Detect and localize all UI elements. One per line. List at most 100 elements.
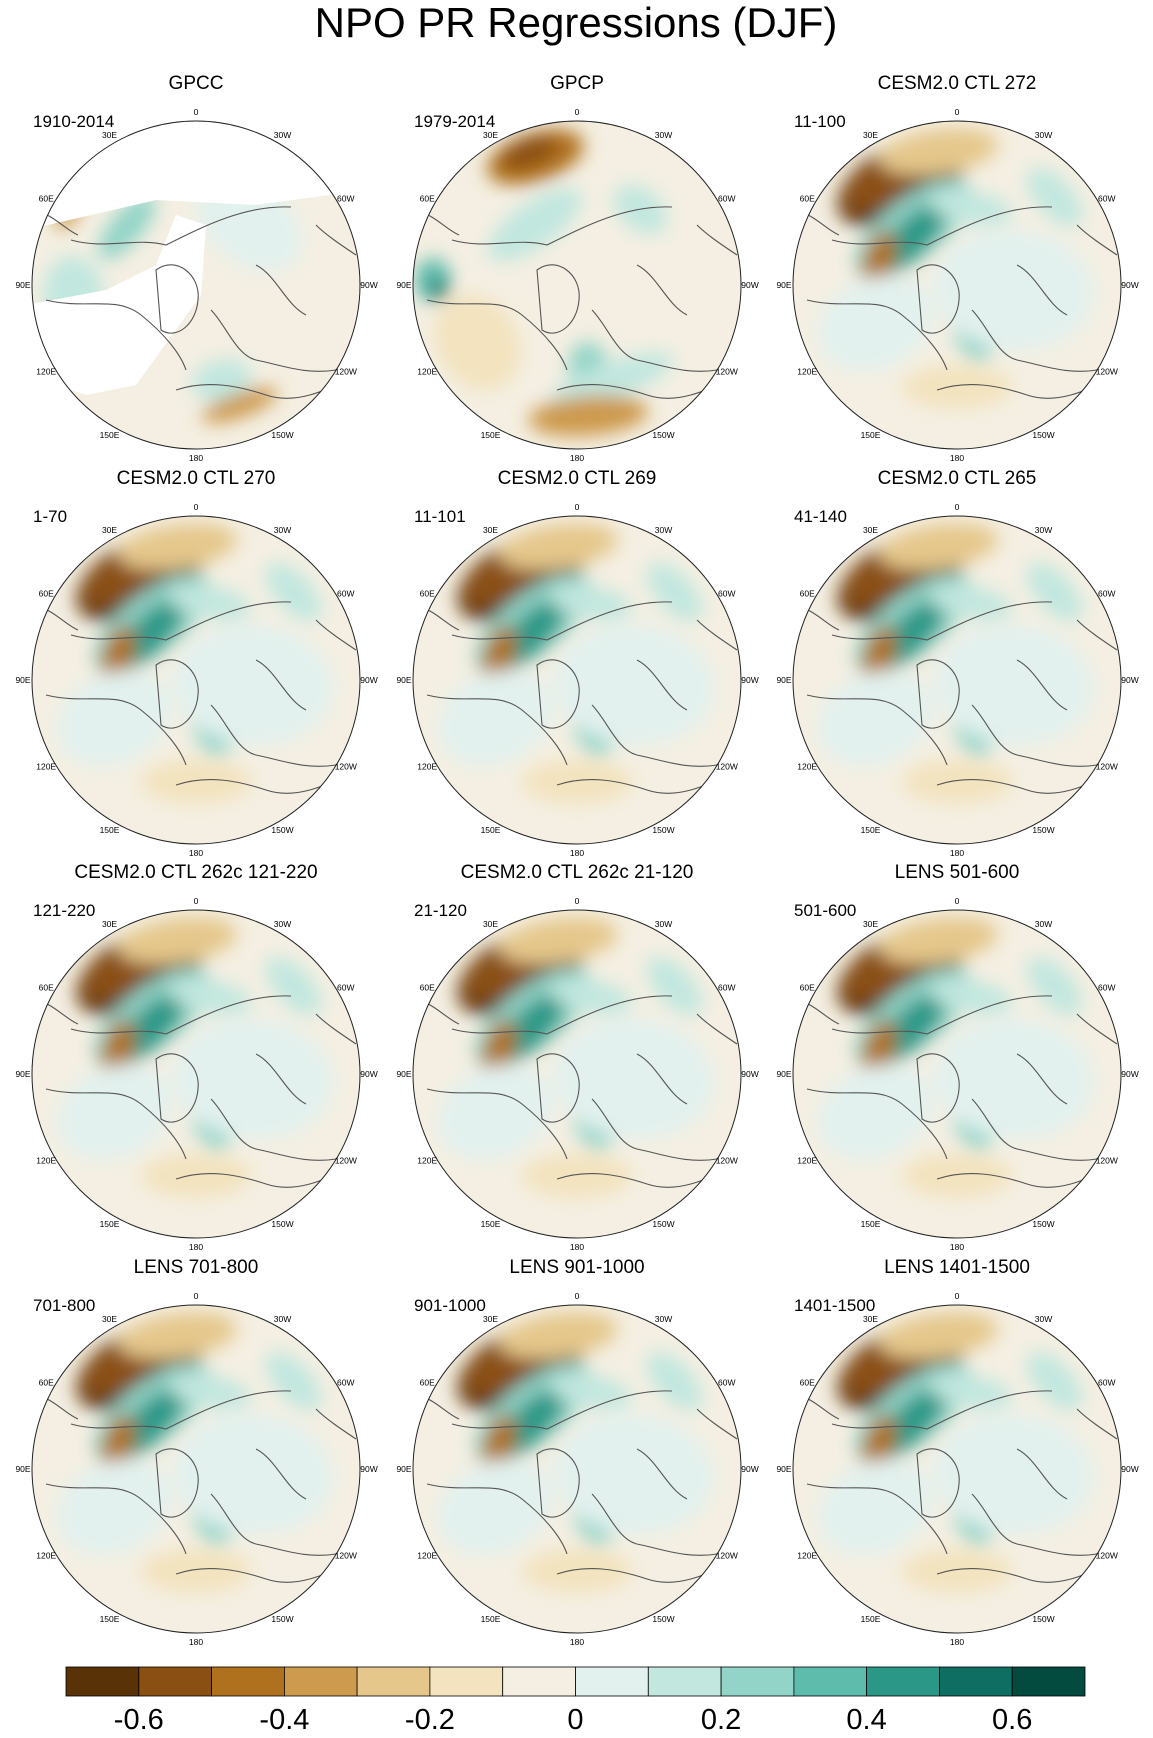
coastline (971, 309, 1098, 372)
map-panel: 180 150E 120E 90E 60E 30E 0 30W 60W 90W 120W 150W LE… (396, 1257, 758, 1647)
anomaly-region (1026, 167, 1083, 227)
anomaly-region (878, 128, 998, 176)
coastline (70, 1390, 292, 1430)
anomaly-region (437, 670, 553, 767)
coastline (451, 601, 673, 641)
coastlines (416, 1390, 738, 1583)
coastline (536, 659, 580, 729)
anomaly-region (1026, 956, 1083, 1016)
longitude-label: 30W (274, 130, 291, 140)
anomaly-region (265, 1351, 322, 1411)
longitude-label: 120W (335, 762, 357, 772)
anomaly-region (173, 1413, 334, 1535)
longitude-label: 180 (950, 453, 964, 463)
longitude-label: 90E (776, 1464, 791, 1474)
longitude-label: 30W (655, 130, 672, 140)
longitude-label: 120W (716, 367, 738, 377)
longitude-label: 150W (271, 1614, 293, 1624)
colorbar-swatch (138, 1666, 213, 1697)
coastline (806, 299, 948, 371)
panel-title: CESM2.0 CTL 262c 21-120 (461, 862, 694, 883)
map-panel: 180 150E 120E 90E 60E 30E 0 30W 60W 90W 120W 150W LE… (776, 1257, 1138, 1647)
anomaly-region (861, 625, 897, 684)
longitude-label: 60E (39, 1378, 54, 1388)
coastline (210, 1098, 337, 1161)
longitude-label: 120E (36, 762, 56, 772)
coastlines (35, 601, 357, 794)
longitude-label: 120E (417, 367, 437, 377)
shading-layer (793, 1305, 1121, 1633)
longitude-label: 180 (570, 1242, 584, 1252)
longitude-label: 30E (483, 525, 498, 535)
longitude-label: 90W (360, 1464, 377, 1474)
colorbar-swatch (575, 1666, 649, 1697)
anomaly-region (117, 523, 237, 571)
longitude-label: 30E (863, 525, 878, 535)
period-label: 701-800 (33, 1296, 95, 1315)
longitude-label: 90W (1121, 280, 1138, 290)
longitude-label: 90W (1121, 1069, 1138, 1079)
colorbar-swatch (793, 1666, 868, 1697)
map-panel: 180 150E 120E 90E 60E 30E 0 30W 60W 90W 120W 150W GP… (15, 73, 377, 463)
colorbar-tick-label: 0 (567, 1704, 583, 1736)
longitude-label: 120E (36, 367, 56, 377)
longitude-label: 150E (481, 825, 501, 835)
longitude-label: 150E (100, 430, 120, 440)
main-title: NPO PR Regressions (DJF) (315, 0, 838, 46)
colorbar-swatch (283, 1666, 358, 1697)
longitude-label: 60E (800, 983, 815, 993)
longitude-label: 150E (100, 1219, 120, 1229)
coastline (916, 659, 960, 729)
longitude-label: 30E (483, 919, 498, 929)
coastline (315, 619, 357, 651)
anomaly-region (56, 1459, 172, 1556)
map-panel: 180 150E 120E 90E 60E 30E 0 30W 60W 90W 120W 150W CE… (396, 468, 758, 858)
panel-title: CESM2.0 CTL 270 (117, 468, 276, 489)
longitude-label: 120E (417, 1156, 437, 1166)
colorbar-swatch (647, 1666, 722, 1697)
map-boundary (412, 515, 742, 845)
coastline (831, 995, 1053, 1035)
anomaly-region (100, 625, 136, 684)
panel-title: LENS 1401-1500 (884, 1257, 1030, 1278)
coastlines (416, 206, 738, 399)
anomaly-region (100, 1414, 136, 1473)
coastline (426, 299, 568, 371)
coastline (451, 1390, 673, 1430)
anomaly-region (141, 1153, 251, 1198)
coastline (315, 1013, 357, 1045)
period-label: 11-101 (414, 507, 466, 526)
anomaly-region (522, 759, 632, 804)
coastline (916, 1053, 960, 1123)
longitude-label: 90E (15, 1069, 30, 1079)
longitude-label: 120W (1096, 1156, 1118, 1166)
longitude-label: 150E (861, 1219, 881, 1229)
shading-layer (793, 516, 1121, 844)
coastline (70, 206, 292, 246)
longitude-label: 0 (194, 107, 199, 117)
map-boundary (31, 120, 361, 450)
anomaly-region (498, 523, 618, 571)
coastline (155, 1053, 199, 1123)
anomaly-region (554, 624, 715, 746)
anomaly-region (192, 359, 251, 401)
longitude-label: 90E (396, 675, 411, 685)
coastline (696, 619, 738, 651)
longitude-label: 0 (955, 502, 960, 512)
longitude-label: 120W (1096, 762, 1118, 772)
shading-layer (32, 516, 360, 844)
longitude-label: 90E (15, 1464, 30, 1474)
longitude-label: 30E (102, 525, 117, 535)
longitude-label: 90E (396, 280, 411, 290)
longitude-label: 60E (800, 589, 815, 599)
panel-title: CESM2.0 CTL 262c 121-220 (74, 862, 317, 883)
longitude-label: 180 (189, 453, 203, 463)
longitude-label: 0 (955, 1291, 960, 1301)
longitude-label: 180 (570, 848, 584, 858)
coastline (806, 1483, 948, 1555)
anomaly-region (902, 759, 1012, 804)
colorbar: -0.6 -0.4 -0.2 0 0.2 0.4 0.6 (65, 1666, 1086, 1736)
anomaly-region (554, 1018, 715, 1140)
map-panel: 180 150E 120E 90E 60E 30E 0 30W 60W 90W 120W 150W CE… (776, 468, 1138, 858)
anomaly-region (117, 917, 237, 965)
